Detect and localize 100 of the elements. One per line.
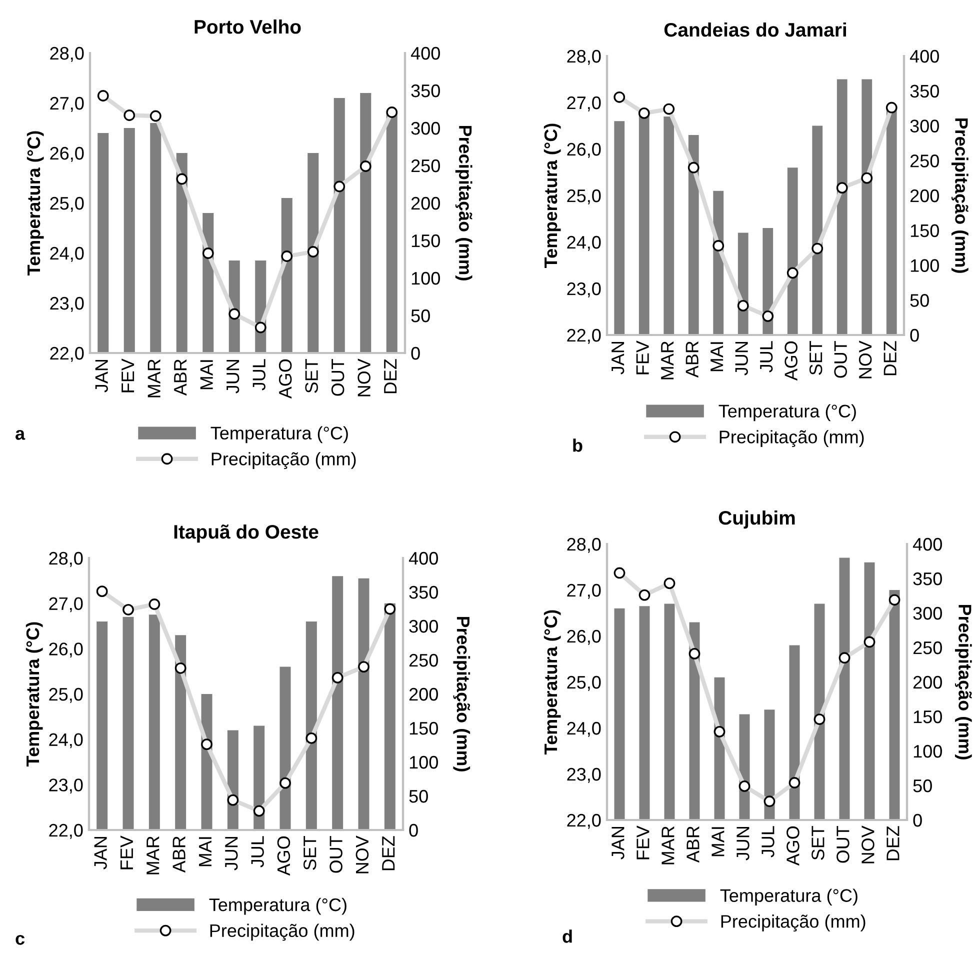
- y2-tick-label: 100: [412, 272, 440, 285]
- point: [688, 648, 700, 660]
- legend-label: Precipitação (mm): [210, 924, 354, 941]
- y-tick-label: 28,0: [49, 552, 83, 567]
- chart-title: Cujubim: [718, 510, 795, 529]
- point: [150, 110, 162, 122]
- point: [360, 160, 372, 172]
- y-tick-label: 26,0: [567, 630, 601, 645]
- x-tick-label: FEV: [636, 826, 650, 860]
- y2-tick-label: 0: [409, 824, 418, 837]
- point: [737, 300, 749, 312]
- y2-axis-title: Precipitação (mm): [453, 616, 470, 772]
- y2-tick-label: 100: [910, 259, 939, 272]
- point: [664, 578, 676, 590]
- point: [861, 172, 873, 184]
- x-tick-label: MAR: [148, 359, 160, 398]
- x-tick-label: OUT: [836, 826, 850, 863]
- y2-tick-label: 400: [408, 552, 438, 565]
- x-tick-label: FEV: [636, 340, 649, 374]
- y-tick-label: 24,0: [50, 246, 84, 262]
- point: [334, 180, 346, 192]
- y2-tick-label: 350: [411, 84, 440, 98]
- point: [663, 103, 675, 115]
- y2-tick-label: 350: [910, 84, 939, 98]
- y-tick-label: 23,0: [567, 768, 601, 783]
- y2-tick-label: 250: [409, 654, 438, 667]
- y2-tick-label: 350: [913, 572, 942, 586]
- y2-axis-title: Precipitação (mm): [955, 604, 972, 760]
- point: [762, 310, 774, 322]
- y-tick-label: 26,0: [50, 146, 84, 162]
- point: [228, 308, 240, 320]
- x-tick-label: JUL: [252, 359, 266, 390]
- x-tick-label: OUT: [331, 358, 344, 396]
- point: [332, 672, 344, 684]
- y-tick-label: 22,0: [50, 346, 84, 362]
- y2-tick-label: 100: [410, 756, 438, 769]
- point: [174, 662, 186, 674]
- x-tick-label: AGO: [784, 341, 798, 381]
- point: [788, 777, 800, 788]
- point: [254, 322, 266, 334]
- x-tick-label: SET: [305, 358, 318, 393]
- y2-tick-label: 250: [910, 154, 939, 168]
- x-tick-label: NOV: [358, 358, 370, 396]
- point: [688, 162, 700, 174]
- x-tick-label: OUT: [330, 836, 342, 873]
- y-tick-label: 23,0: [49, 778, 83, 794]
- y-tick-label: 27,0: [567, 96, 601, 112]
- point: [97, 90, 109, 102]
- x-tick-label: ABR: [174, 359, 187, 396]
- text: a: [16, 430, 26, 440]
- x-tick-label: JUN: [736, 827, 750, 860]
- point: [384, 603, 396, 615]
- y2-tick-label: 50: [910, 294, 929, 307]
- x-tick-label: JUL: [251, 836, 264, 868]
- y2-axis-title: Precipitação (mm): [952, 118, 968, 273]
- y-tick-label: 27,0: [49, 597, 83, 612]
- x-tick-label: JUN: [225, 837, 238, 870]
- chart-title: Itapuã do Oeste: [174, 524, 318, 543]
- text: d: [562, 930, 572, 943]
- y-tick-label: 28,0: [50, 46, 84, 62]
- y2-tick-label: 200: [409, 688, 438, 701]
- point: [714, 726, 726, 738]
- legend-label: Precipitação (mm): [212, 452, 356, 470]
- y-tick-label: 25,0: [567, 189, 601, 204]
- x-tick-label: FEV: [120, 836, 133, 870]
- point: [280, 777, 291, 789]
- x-tick-label: NOV: [356, 836, 369, 874]
- point: [201, 738, 212, 750]
- point: [764, 796, 776, 808]
- x-tick-label: JAN: [612, 342, 624, 374]
- x-tick-label: NOV: [862, 826, 874, 864]
- y2-tick-label: 350: [409, 586, 438, 599]
- y2-tick-label: 250: [913, 641, 942, 654]
- x-tick-label: ABR: [686, 341, 698, 378]
- x-tick-label: SET: [809, 340, 822, 375]
- legend-label: Precipitação (mm): [720, 430, 864, 448]
- y-axis-title: Temperatura (°C): [544, 610, 561, 754]
- y-tick-label: 23,0: [567, 282, 601, 298]
- point: [836, 182, 848, 194]
- x-tick-label: MAI: [200, 360, 213, 390]
- point: [638, 589, 650, 601]
- point: [307, 246, 319, 258]
- y2-tick-label: 150: [410, 722, 438, 735]
- x-tick-label: AGO: [277, 836, 290, 876]
- point: [306, 732, 318, 744]
- y-axis-title: Temperatura (°C): [26, 622, 43, 766]
- y2-tick-label: 0: [910, 328, 919, 342]
- legend-label: Precipitação (mm): [721, 914, 866, 932]
- y2-tick-label: 100: [914, 744, 942, 758]
- legend-label: Temperatura (°C): [209, 898, 346, 915]
- y-tick-label: 24,0: [567, 236, 601, 251]
- point: [738, 780, 750, 792]
- chart-title: Porto Velho: [194, 19, 301, 34]
- point: [386, 106, 398, 118]
- y2-tick-label: 50: [411, 309, 430, 322]
- x-tick-label: NOV: [858, 340, 872, 378]
- y2-tick-label: 0: [913, 814, 922, 827]
- point: [227, 794, 239, 806]
- y-tick-label: 22,0: [567, 328, 601, 344]
- x-tick-label: MAR: [146, 836, 160, 874]
